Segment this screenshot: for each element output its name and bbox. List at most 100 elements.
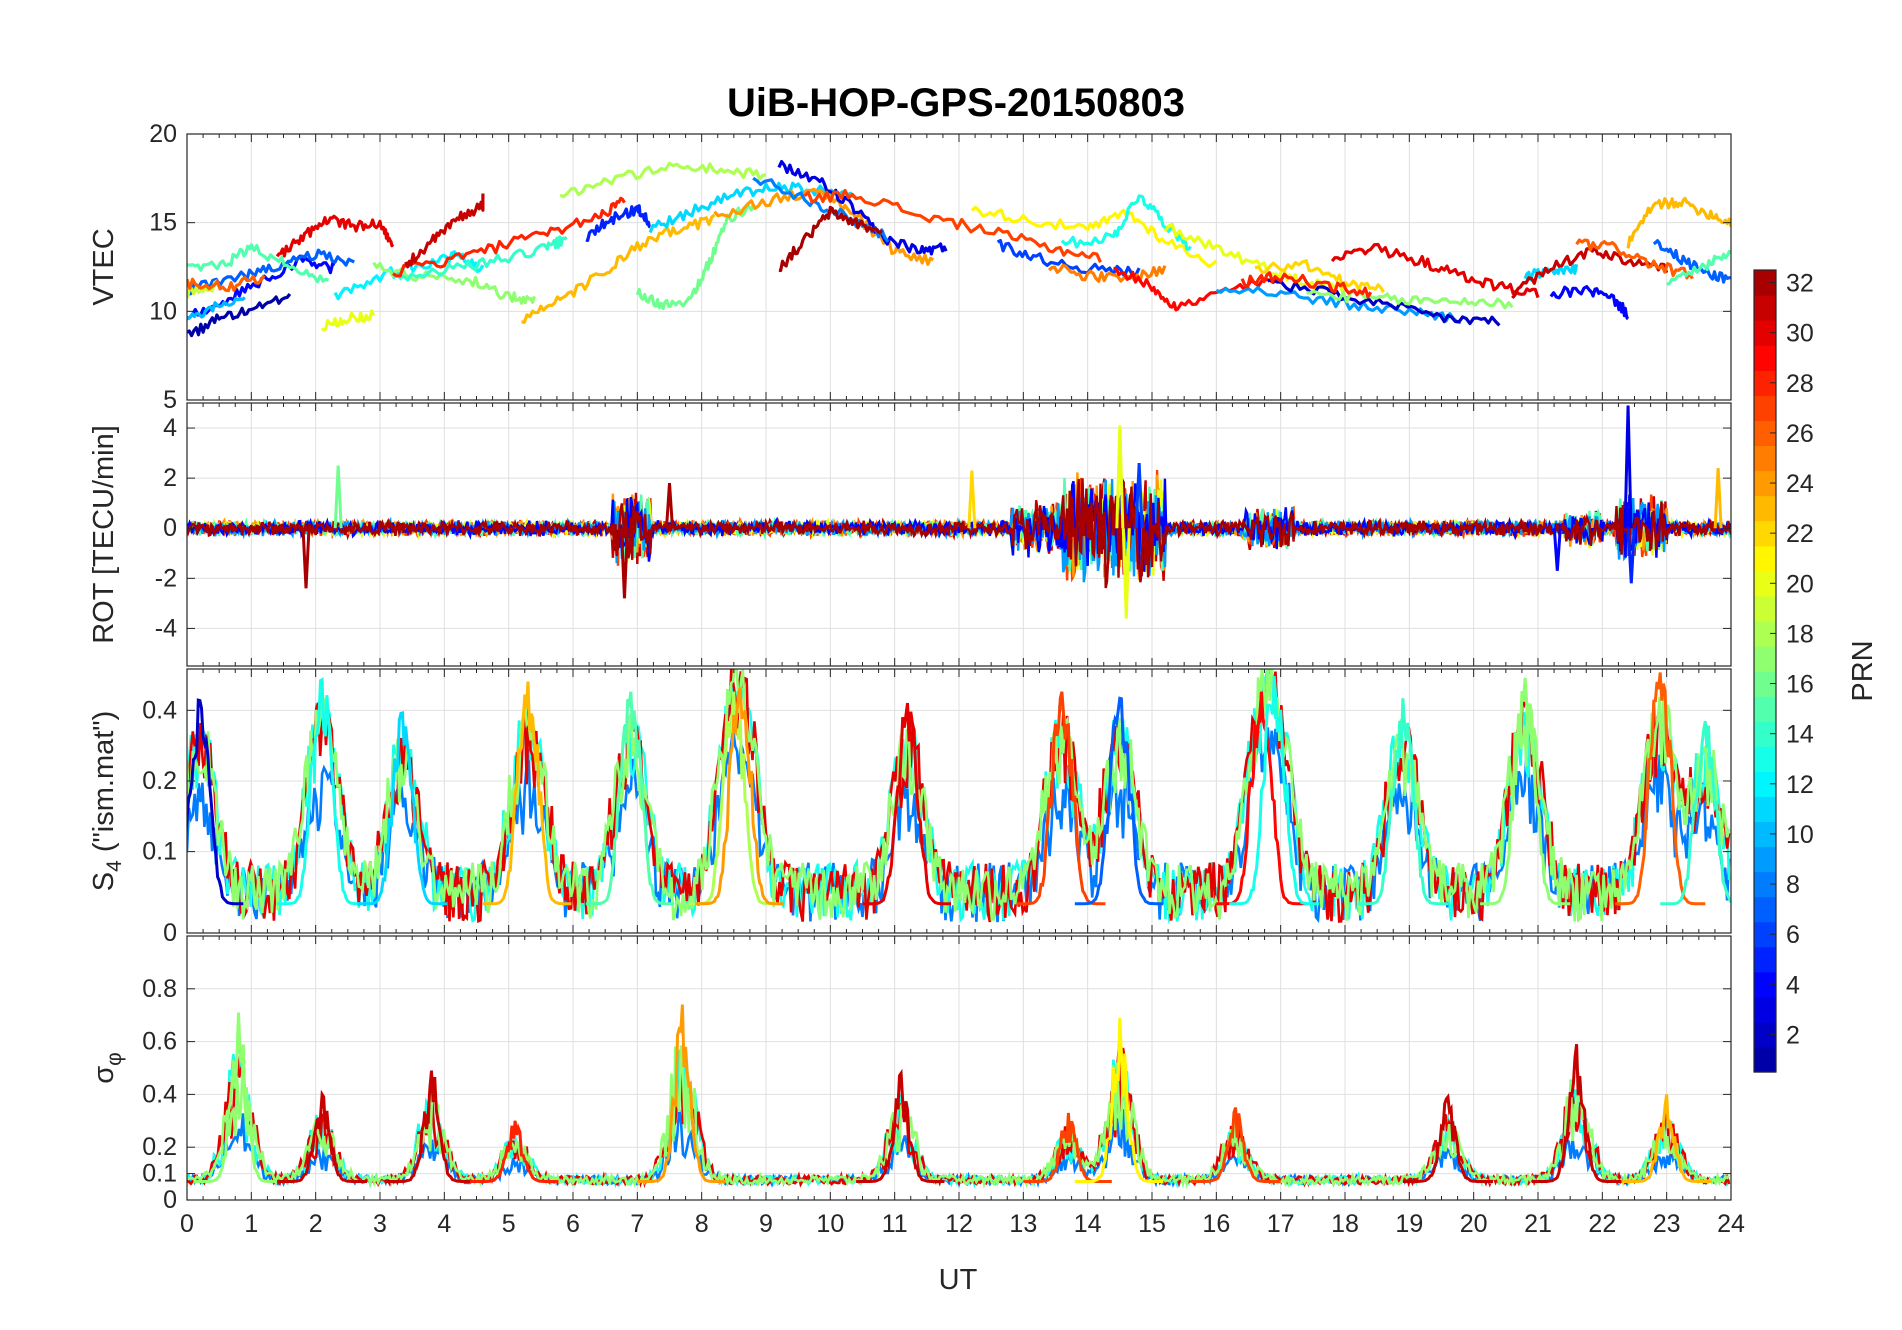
vtec-track-prn-15-42 [1666,249,1731,286]
rot-trace-prn-32 [187,475,1731,589]
sigma_phi-peak-6 [1023,1112,1112,1183]
xtick-label-23: 23 [1653,1210,1681,1238]
colorbar-swatch-prn-14 [1754,721,1776,747]
colorbar-tick-label-1: 4 [1786,971,1800,999]
ytick-label-vtec-1: 10 [149,297,177,325]
rot-spike-2 [619,528,629,599]
vtec-track-prn-4-37 [1549,285,1630,321]
colorbar-swatch-prn-16 [1754,671,1776,697]
sigma_phi-peak-7 [1074,1017,1164,1183]
xtick-label-21: 21 [1524,1210,1552,1238]
ytick-label-rot-1: -2 [155,564,177,592]
colorbar-swatch-prn-2 [1754,1021,1776,1048]
colorbar-swatch-prn-25 [1754,445,1776,472]
ytick-label-s4-1: 0.1 [142,838,177,866]
vtec-track-prn-3-20 [777,160,948,256]
panel-sigma_phi: 00.10.2 0.4 0.6 0.8 σφ [88,935,1732,1214]
vtec-track-prn-32-22 [778,205,884,273]
colorbar-tick-label-0: 2 [1786,1021,1800,1049]
colorbar-swatch-prn-4 [1754,971,1776,998]
sigma_phi-peak-3 [470,1120,559,1183]
panel-vtec: 5 10 15 20 VTEC [88,120,1732,414]
vtec-track-prn-20-9 [320,309,376,332]
colorbar-swatch-prn-7 [1754,896,1776,923]
s4-trace-prn-17 [187,669,1731,923]
vtec-track-prn-28-12 [392,196,626,278]
colorbar-swatch-prn-22 [1754,520,1776,547]
xtick-label-22: 22 [1588,1210,1616,1238]
colorbar-label: PRN [1847,640,1879,701]
xtick-label-0: 0 [180,1210,194,1238]
rot-spike-6 [1121,528,1131,619]
xtick-label-24: 24 [1717,1210,1745,1238]
xtick-label-2: 2 [309,1210,323,1238]
vtec-track-prn-28-35 [1240,271,1373,299]
rot-spike-7 [1134,463,1144,529]
y-axis-label-rot: ROT [TECU/min] [88,425,120,644]
s4-peak-1 [277,677,368,906]
ytick-label-sigma_phi-1: 0.1 [142,1160,177,1188]
colorbar-tick-label-7: 16 [1786,671,1814,699]
ytick-label-sigma_phi-0: 0 [163,1186,177,1214]
xtick-label-11: 11 [882,1210,908,1238]
colorbar-tick-label-5: 12 [1786,771,1814,799]
vtec-track-prn-27-23 [803,188,1102,263]
xtick-label-5: 5 [502,1210,516,1238]
colorbar-tick-label-15: 32 [1786,270,1814,298]
series-vtec [187,160,1731,338]
xtick-label-7: 7 [630,1210,644,1238]
colorbar-swatch-prn-21 [1754,545,1776,572]
y-axis-label-vtec: VTEC [88,228,120,305]
rot-spike-8 [1623,405,1633,529]
ytick-label-vtec-3: 20 [149,120,177,148]
vtec-track-prn-30-7 [275,214,395,258]
vtec-track-prn-1-0 [187,292,292,338]
colorbar-swatch-prn-28 [1754,370,1776,396]
xtick-label-9: 9 [759,1210,773,1238]
sigma_phi-peak-11 [1621,1094,1712,1183]
sigma_phi-peak-5 [856,1068,945,1183]
sigma_phi-peak-8 [1190,1107,1281,1183]
colorbar-swatch-prn-5 [1754,946,1776,973]
y-axis-label-sigma_phi-base: σ [88,1066,120,1084]
ytick-label-sigma_phi-5: 0.8 [142,975,177,1003]
panel-s4: 0 0.1 0.2 0.4 S4 ("ism.mat") [88,668,1732,947]
vtec-track-prn-14-11 [398,235,568,282]
sigma_phi-peak-2 [386,1070,475,1183]
y-axis-label-s4-base: S [88,872,120,891]
vtec-track-prn-25-27 [1048,263,1167,283]
vtec-track-prn-10-3 [187,296,246,321]
s4-peak-0 [187,698,244,906]
sigma_phi-peak-1 [277,1089,368,1183]
series-s4 [187,669,1731,925]
colorbar-swatch-prn-3 [1754,996,1776,1023]
vtec-track-prn-21-25 [970,205,1218,269]
colorbar-tick-label-12: 26 [1786,420,1814,448]
y-axis-label-sigma_phi-sub: φ [103,1052,126,1066]
colorbar-swatch-prn-18 [1754,620,1776,647]
xtick-label-19: 19 [1395,1210,1423,1238]
colorbar-swatch-prn-31 [1754,295,1776,321]
colorbar-swatch-prn-1 [1754,1046,1776,1073]
sigma_phi-peak-10 [1531,1044,1622,1183]
xtick-label-13: 13 [1009,1210,1037,1238]
rot-spike-0 [301,528,311,589]
sigma_phi-peak-0 [193,1012,284,1183]
colorbar-swatch-prn-24 [1754,470,1776,497]
colorbar-swatch-prn-30 [1754,320,1776,346]
ytick-label-vtec-2: 15 [149,209,177,237]
rot-spike-9 [1626,528,1636,584]
colorbar-tick-label-2: 6 [1786,921,1800,949]
sigma_phi-peak-4 [637,1004,726,1183]
series-rot [187,405,1731,619]
s4-peak-14 [1615,672,1706,906]
vtec-track-prn-7-2 [187,248,355,296]
xtick-label-17: 17 [1267,1210,1295,1238]
colorbar-swatch-prn-11 [1754,796,1776,822]
sigma_phi-peak-9 [1402,1093,1493,1183]
vtec-track-prn-23-40 [1626,196,1731,249]
chart-title: UiB-HOP-GPS-20150803 [727,81,1185,125]
y-axis-label-sigma_phi: σφ [88,1052,126,1084]
